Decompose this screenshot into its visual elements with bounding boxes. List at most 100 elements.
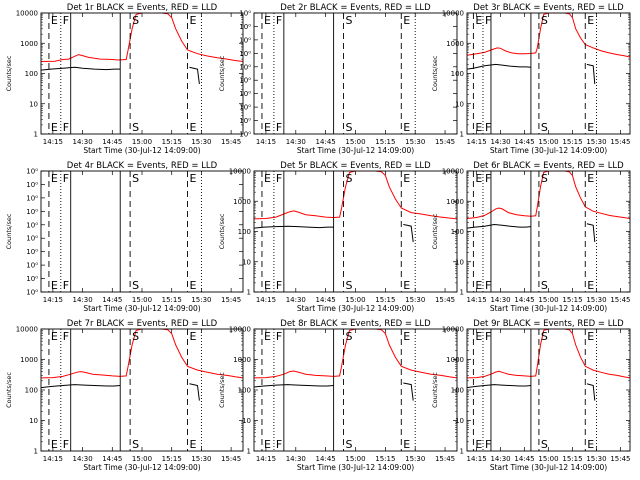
x-tick-label: 15:30: [191, 138, 211, 146]
time-marker-label: E: [51, 438, 58, 451]
x-tick-label: 14:15: [256, 455, 276, 463]
time-marker-label: F: [276, 330, 282, 343]
events-series-line: [254, 225, 334, 229]
chart-title: Det 6r BLACK = Events, RED = LLD: [473, 161, 624, 171]
time-marker-label: S: [132, 330, 139, 343]
time-marker-label: E: [51, 172, 58, 185]
time-marker-label: E: [190, 172, 197, 185]
time-marker-label: E: [51, 14, 58, 27]
time-marker-label: S: [541, 438, 548, 451]
time-marker-label: S: [132, 121, 139, 134]
events-series-line: [403, 382, 414, 401]
x-tick-label: 15:30: [405, 138, 425, 146]
time-marker-label: E: [264, 438, 271, 451]
x-tick-label: 14:30: [72, 138, 92, 146]
x-tick-label: 15:00: [345, 455, 365, 463]
y-tick-label: 100: [451, 387, 464, 395]
x-tick-label: 15:30: [586, 296, 606, 304]
x-tick-label: 14:15: [256, 296, 276, 304]
time-marker-label: F: [485, 330, 491, 343]
time-marker-label: S: [541, 279, 548, 292]
x-tick-label: 14:15: [43, 455, 63, 463]
chart-title: Det 2r BLACK = Events, RED = LLD: [280, 3, 431, 13]
x-tick-label: 15:45: [610, 455, 630, 463]
y-axis-label: Counts/sec: [218, 55, 226, 91]
y-axis-label: Counts/sec: [5, 55, 13, 91]
events-series-line: [403, 224, 414, 243]
x-tick-label: 15:15: [375, 455, 395, 463]
time-marker-label: S: [346, 14, 353, 27]
x-tick-label: 15:30: [586, 455, 606, 463]
y-axis-label: Counts/sec: [218, 213, 226, 249]
time-marker-label: E: [475, 438, 482, 451]
x-tick-label: 15:15: [562, 296, 582, 304]
chart-panel-5: Det 5r BLACK = Events, RED = LLD Counts/s…: [218, 161, 458, 313]
time-marker-label: E: [475, 330, 482, 343]
time-marker-label: S: [132, 172, 139, 185]
time-marker-label: E: [403, 330, 410, 343]
time-marker-label: F: [63, 14, 69, 27]
x-tick-label: 14:15: [43, 138, 63, 146]
time-marker-label: E: [190, 14, 197, 27]
y-tick-label: 1: [247, 448, 251, 456]
x-tick-label: 15:45: [435, 455, 455, 463]
x-tick-label: 15:45: [610, 296, 630, 304]
x-tick-label: 15:45: [435, 296, 455, 304]
x-tick-label: 15:00: [345, 296, 365, 304]
time-marker-label: F: [276, 279, 282, 292]
chart-title: Det 7r BLACK = Events, RED = LLD: [67, 319, 218, 329]
lld-series-line: [254, 171, 457, 220]
time-marker-label: E: [403, 14, 410, 27]
chart-title: Det 1r BLACK = Events, RED = LLD: [67, 3, 218, 13]
time-marker-label: E: [403, 121, 410, 134]
x-tick-label: 15:45: [221, 138, 241, 146]
time-marker-label: S: [541, 172, 548, 185]
x-tick-label: 14:45: [316, 296, 336, 304]
x-tick-label: 14:45: [514, 455, 534, 463]
time-marker-label: S: [346, 121, 353, 134]
y-tick-label: 10: [455, 100, 464, 108]
x-axis-label: Start Time (30-Jul-12 14:09:00): [83, 304, 200, 313]
y-tick-label: 1000: [233, 356, 251, 364]
time-marker-label: E: [587, 121, 594, 134]
y-tick-label: 10⁰: [239, 90, 251, 98]
y-tick-label: 10000: [229, 326, 251, 334]
x-tick-label: 14:45: [102, 296, 122, 304]
time-marker-label: E: [190, 279, 197, 292]
x-tick-label: 14:15: [256, 138, 276, 146]
time-marker-label: S: [346, 279, 353, 292]
y-axis-label: Counts/sec: [431, 55, 439, 91]
lld-series-line: [467, 171, 630, 219]
chart-title: Det 5r BLACK = Events, RED = LLD: [280, 161, 431, 171]
x-tick-label: 15:45: [435, 138, 455, 146]
plot-frame: [466, 328, 631, 452]
x-axis-label: Start Time (30-Jul-12 14:09:00): [490, 146, 607, 155]
y-tick-label: 10⁰: [26, 168, 38, 176]
x-tick-label: 15:30: [191, 455, 211, 463]
time-marker-label: E: [51, 121, 58, 134]
y-tick-label: 10⁰: [26, 194, 38, 202]
x-tick-label: 15:15: [162, 455, 182, 463]
chart-panel-7: Det 7r BLACK = Events, RED = LLD Counts/s…: [5, 319, 244, 472]
time-marker-label: E: [264, 330, 271, 343]
x-tick-label: 14:45: [514, 296, 534, 304]
x-tick-label: 15:30: [586, 138, 606, 146]
x-tick-label: 14:45: [316, 138, 336, 146]
y-tick-label: 1000: [446, 40, 464, 48]
x-tick-label: 14:45: [102, 138, 122, 146]
y-axis-label: Counts/sec: [5, 213, 13, 249]
x-tick-label: 14:45: [102, 455, 122, 463]
y-axis-label: Counts/sec: [5, 372, 13, 408]
time-marker-label: E: [587, 330, 594, 343]
events-series-line: [467, 384, 531, 389]
y-tick-label: 100: [238, 228, 251, 236]
x-tick-label: 15:15: [162, 138, 182, 146]
time-marker-label: E: [403, 279, 410, 292]
x-axis-label: Start Time (30-Jul-12 14:09:00): [297, 146, 414, 155]
time-marker-label: S: [541, 14, 548, 27]
x-tick-label: 14:15: [43, 296, 63, 304]
chart-panel-6: Det 6r BLACK = Events, RED = LLD Counts/s…: [431, 161, 631, 313]
time-marker-label: F: [276, 14, 282, 27]
chart-panel-8: Det 8r BLACK = Events, RED = LLD Counts/s…: [218, 319, 458, 472]
